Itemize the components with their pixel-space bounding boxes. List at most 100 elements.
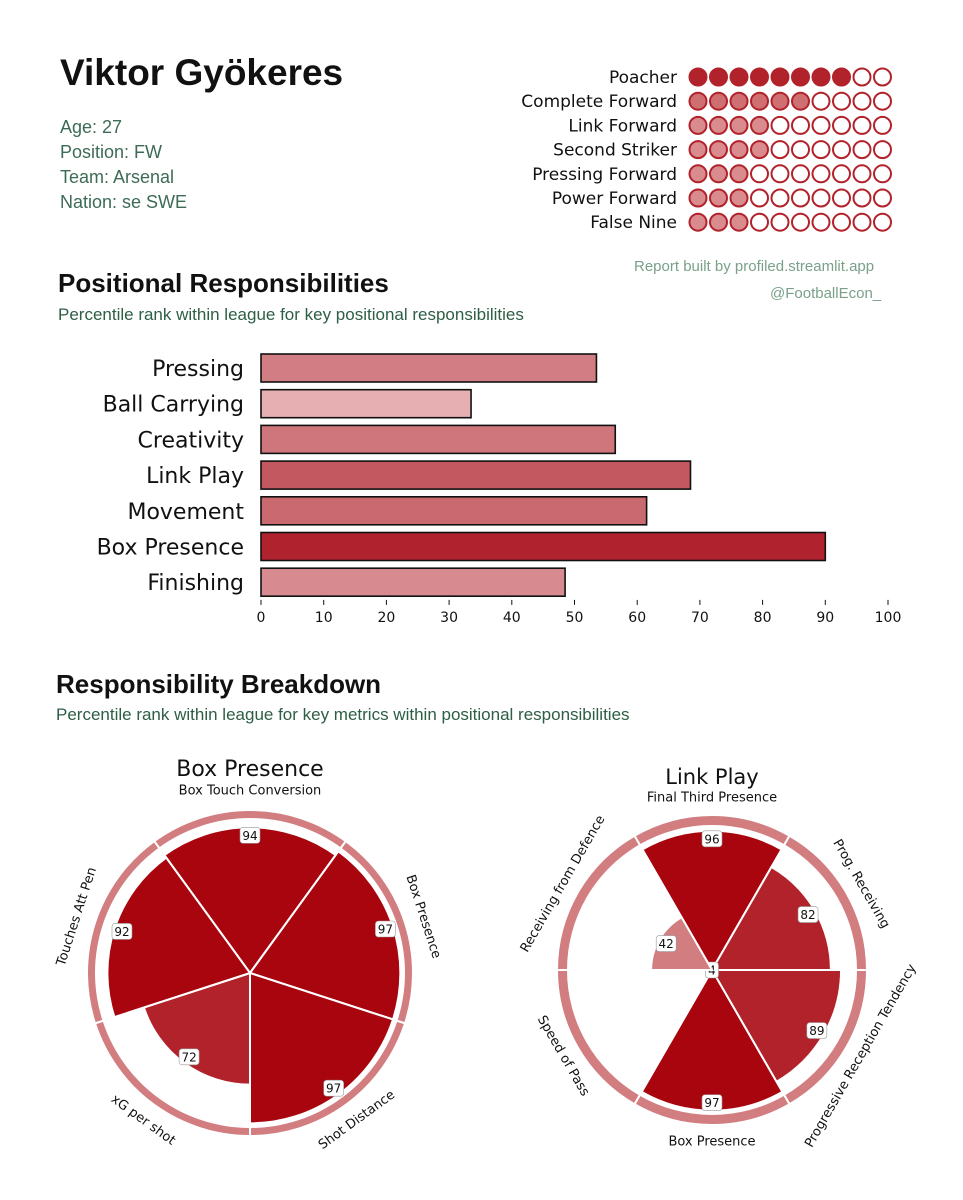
role-dot-link-forward-1 bbox=[688, 115, 708, 135]
role-dot-pressing-forward-2 bbox=[709, 164, 728, 184]
responsibility-bar-chart: Pressing Ball Carrying Creativity Link Play… bbox=[97, 353, 901, 626]
role-dot-false-nine-2 bbox=[709, 212, 728, 232]
link-play-value-box-receiving-from-defence bbox=[655, 935, 677, 952]
role-dot-link-forward-3 bbox=[729, 115, 749, 135]
role-dot-second-striker-2 bbox=[709, 140, 728, 160]
bar-ball-carrying bbox=[260, 388, 472, 419]
link-play-value-box-presence: 97 bbox=[704, 1096, 719, 1110]
role-dot-false-nine-7 bbox=[811, 212, 831, 232]
role-dot-false-nine-6 bbox=[791, 212, 810, 232]
role-dot-second-striker-6 bbox=[791, 140, 810, 160]
role-dot-link-forward-9 bbox=[852, 115, 872, 135]
player-position: Position: FW bbox=[60, 142, 163, 162]
role-dot-second-striker-9 bbox=[852, 140, 872, 160]
role-dot-pressing-forward-10 bbox=[873, 164, 892, 184]
role-dot-poacher-3 bbox=[729, 67, 749, 87]
x-tick-label-40: 40 bbox=[503, 610, 521, 626]
role-dot-false-nine-5 bbox=[770, 212, 790, 232]
role-dot-false-nine-10 bbox=[873, 212, 892, 232]
x-tick-label-80: 80 bbox=[754, 610, 772, 626]
role-dot-pressing-forward-3 bbox=[729, 164, 749, 184]
x-tick-label-50: 50 bbox=[566, 610, 584, 626]
positional-subtitle: Percentile rank within league for key po… bbox=[58, 305, 524, 324]
bar-label-pressing: Pressing bbox=[152, 357, 244, 382]
role-dot-second-striker-7 bbox=[811, 140, 831, 160]
role-dot-power-forward-8 bbox=[832, 188, 851, 208]
credit-handle: @FootballEcon_ bbox=[770, 285, 882, 302]
role-dot-power-forward-3 bbox=[729, 188, 749, 208]
role-dot-complete-forward-3 bbox=[729, 91, 749, 111]
role-dot-power-forward-9 bbox=[852, 188, 872, 208]
role-dot-poacher-5 bbox=[770, 67, 790, 87]
role-dot-false-nine-1 bbox=[688, 212, 708, 232]
role-dot-complete-forward-10 bbox=[873, 91, 892, 111]
player-team: Team: Arsenal bbox=[60, 167, 175, 187]
box-presence-value-box-presence: 97 bbox=[378, 923, 393, 937]
box-presence-value-box-box-touch-conversion bbox=[239, 827, 261, 844]
role-label-power-forward: Power Forward bbox=[552, 189, 677, 209]
bar-pressing bbox=[260, 353, 598, 383]
role-label-second-striker: Second Striker bbox=[553, 141, 677, 161]
role-dot-power-forward-5 bbox=[770, 188, 790, 208]
role-dot-power-forward-4 bbox=[750, 188, 769, 208]
x-tick-label-90: 90 bbox=[816, 610, 834, 626]
player-nation: Nation: se SWE bbox=[60, 192, 188, 212]
role-label-false-nine: False Nine bbox=[590, 213, 677, 233]
role-dot-complete-forward-8 bbox=[832, 91, 851, 111]
role-dot-poacher-10 bbox=[873, 67, 892, 87]
bar-link-play bbox=[260, 460, 692, 490]
link-play-title: Link Play bbox=[665, 765, 758, 789]
role-dot-false-nine-4 bbox=[750, 212, 769, 232]
role-dot-pressing-forward-7 bbox=[811, 164, 831, 184]
role-dot-link-forward-5 bbox=[770, 115, 790, 135]
role-dot-link-forward-7 bbox=[811, 115, 831, 135]
role-dot-pressing-forward-9 bbox=[852, 164, 872, 184]
link-play-value-box-prog-receiving bbox=[797, 906, 819, 923]
role-dot-link-forward-8 bbox=[832, 115, 851, 135]
x-tick-label-10: 10 bbox=[315, 610, 333, 626]
role-dot-power-forward-1 bbox=[688, 188, 708, 208]
bar-label-movement: Movement bbox=[127, 500, 244, 525]
role-dot-link-forward-6 bbox=[791, 115, 810, 135]
box-presence-label-box-touch-conversion: Box Touch Conversion bbox=[179, 784, 322, 799]
role-dot-pressing-forward-6 bbox=[791, 164, 810, 184]
role-dot-link-forward-2 bbox=[709, 115, 728, 135]
box-presence-title: Box Presence bbox=[176, 757, 323, 782]
role-label-link-forward: Link Forward bbox=[568, 116, 677, 136]
bar-finishing bbox=[260, 567, 566, 597]
role-dot-complete-forward-9 bbox=[852, 91, 872, 111]
role-dot-poacher-8 bbox=[832, 67, 851, 87]
role-dot-complete-forward-5 bbox=[770, 91, 790, 111]
breakdown-title: Responsibility Breakdown bbox=[56, 669, 382, 699]
role-dot-power-forward-6 bbox=[791, 188, 810, 208]
x-tick-label-60: 60 bbox=[628, 610, 646, 626]
link-play-value-progressive-reception-tendency: 89 bbox=[809, 1024, 824, 1038]
link-play-label-final-third-presence: Final Third Presence bbox=[647, 791, 777, 806]
role-dot-false-nine-8 bbox=[832, 212, 851, 232]
box-presence-value-box-touch-conversion: 94 bbox=[242, 829, 257, 843]
box-presence-value-xg-per-shot: 72 bbox=[181, 1050, 196, 1064]
link-play-value-final-third-presence: 96 bbox=[704, 832, 719, 846]
breakdown-subtitle: Percentile rank within league for key me… bbox=[56, 705, 630, 724]
bar-label-box-presence: Box Presence bbox=[97, 536, 244, 561]
role-dot-complete-forward-2 bbox=[709, 91, 728, 111]
role-dot-pressing-forward-8 bbox=[832, 164, 851, 184]
link-play-value-box-box-presence bbox=[701, 1094, 723, 1111]
x-tick-label-0: 0 bbox=[257, 610, 266, 626]
bar-label-ball-carrying: Ball Carrying bbox=[103, 393, 244, 418]
player-name: Viktor Gyökeres bbox=[60, 52, 344, 93]
role-dot-poacher-2 bbox=[709, 67, 728, 87]
box-presence-value-box-shot-distance bbox=[323, 1079, 344, 1097]
bar-box-presence bbox=[260, 531, 827, 562]
bar-movement bbox=[260, 496, 648, 526]
credit-built-by: Report built by profiled.streamlit.app bbox=[634, 258, 875, 275]
role-dot-pressing-forward-1 bbox=[688, 164, 708, 184]
bar-creativity bbox=[260, 424, 617, 455]
role-dot-poacher-6 bbox=[791, 67, 810, 87]
role-dot-complete-forward-7 bbox=[811, 91, 831, 111]
link-play-label-box-presence: Box Presence bbox=[668, 1135, 755, 1150]
role-dot-poacher-4 bbox=[750, 67, 769, 87]
role-dot-poacher-1 bbox=[688, 67, 708, 87]
